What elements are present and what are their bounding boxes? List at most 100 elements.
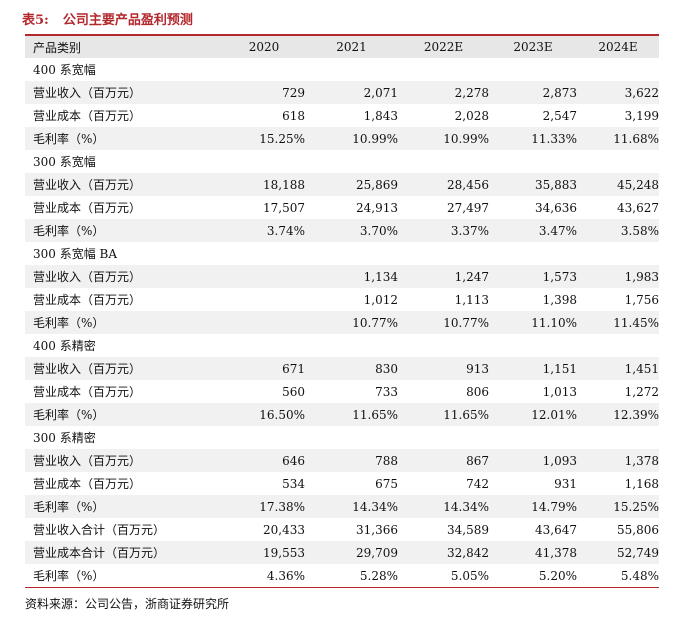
value-cell: 43,627 (617, 200, 659, 215)
value-cell: 560 (282, 384, 305, 399)
row-label-cell: 营业成本（百万元） (33, 477, 142, 491)
value-cell: 1,012 (363, 292, 398, 307)
forecast-table: 产品类别 2020 2021 2022E 2023E 2024E 400 系宽幅… (25, 34, 659, 588)
table-row: 400 系精密 (25, 334, 659, 357)
table-row: 营业收入（百万元） 646 788 867 1,093 1,378 (25, 449, 659, 472)
table-row: 营业成本（百万元） 618 1,843 2,028 2,547 3,199 (25, 104, 659, 127)
row-label-cell: 营业成本合计（百万元） (33, 546, 166, 560)
row-label-cell: 毛利率（%） (33, 500, 105, 514)
value-cell: 29,709 (356, 545, 398, 560)
value-cell: 671 (282, 361, 305, 376)
value-cell: 34,589 (447, 522, 489, 537)
header-cell: 产品类别 (33, 40, 82, 55)
row-label-cell: 营业成本（百万元） (33, 385, 142, 399)
value-cell: 1,983 (624, 269, 659, 284)
value-cell: 10.77% (352, 315, 398, 330)
value-cell: 11.68% (613, 131, 659, 146)
table-body: 400 系宽幅 营业收入（百万元） 729 2,071 2,278 2,873 3,622 营… (25, 58, 659, 587)
value-cell: 5.20% (538, 568, 577, 583)
table-caption: 公司主要产品盈利预测 (62, 13, 193, 28)
header-cell: 2024E (598, 40, 638, 54)
row-label-cell: 毛利率（%） (33, 316, 105, 330)
row-label-cell: 毛利率（%） (33, 132, 105, 146)
value-cell: 16.50% (259, 407, 305, 422)
table-row: 营业成本（百万元） 17,507 24,913 27,497 34,636 43,627 (25, 196, 659, 219)
value-cell: 17,507 (263, 200, 305, 215)
value-cell: 2,028 (454, 108, 489, 123)
value-cell: 55,806 (617, 522, 659, 537)
row-label-cell: 营业收入（百万元） (33, 270, 142, 284)
table-row: 营业成本（百万元） 560 733 806 1,013 1,272 (25, 380, 659, 403)
table-row: 300 系宽幅 (25, 150, 659, 173)
value-cell: 15.25% (259, 131, 305, 146)
value-cell: 2,071 (363, 85, 398, 100)
value-cell: 646 (282, 453, 305, 468)
value-cell: 19,553 (263, 545, 305, 560)
header-cell: 2020 (248, 40, 280, 54)
value-cell: 733 (375, 384, 398, 399)
table-row: 300 系宽幅 BA (25, 242, 659, 265)
value-cell: 14.34% (352, 499, 398, 514)
row-label-cell: 营业成本（百万元） (33, 109, 142, 123)
value-cell: 1,272 (624, 384, 659, 399)
table-row: 营业成本合计（百万元） 19,553 29,709 32,842 41,378 52,74… (25, 541, 659, 564)
table-row: 营业成本（百万元） 534 675 742 931 1,168 (25, 472, 659, 495)
row-label-cell: 300 系宽幅 BA (33, 247, 118, 261)
header-cell: 2021 (336, 40, 367, 54)
table-row: 400 系宽幅 (25, 58, 659, 81)
row-label-cell: 营业成本（百万元） (33, 293, 142, 307)
value-cell: 5.48% (620, 568, 659, 583)
value-cell: 1,151 (542, 361, 577, 376)
value-cell: 20,433 (263, 522, 305, 537)
value-cell: 11.10% (531, 315, 577, 330)
value-cell: 1,843 (363, 108, 398, 123)
value-cell: 10.77% (443, 315, 489, 330)
value-cell: 11.65% (352, 407, 398, 422)
table-row: 营业收入合计（百万元） 20,433 31,366 34,589 43,647 55,80… (25, 518, 659, 541)
row-label-cell: 营业收入（百万元） (33, 178, 142, 192)
value-cell: 729 (282, 85, 305, 100)
value-cell: 1,378 (624, 453, 659, 468)
table-header-row: 产品类别 2020 2021 2022E 2023E 2024E (25, 36, 659, 58)
value-cell: 10.99% (352, 131, 398, 146)
row-label-cell: 营业收入合计（百万元） (33, 523, 166, 537)
value-cell: 1,398 (542, 292, 577, 307)
table-top-rule (25, 34, 659, 36)
value-cell: 806 (466, 384, 489, 399)
value-cell: 913 (466, 361, 489, 376)
row-label-cell: 300 系精密 (33, 431, 96, 445)
value-cell: 25,869 (356, 177, 398, 192)
row-label-cell: 营业收入（百万元） (33, 86, 142, 100)
value-cell: 17.38% (259, 499, 305, 514)
value-cell: 3.37% (450, 223, 489, 238)
value-cell: 14.34% (443, 499, 489, 514)
table-row: 营业收入（百万元） 729 2,071 2,278 2,873 3,622 (25, 81, 659, 104)
table-row: 毛利率（%） 16.50% 11.65% 11.65% 12.01% 12.39% (25, 403, 659, 426)
value-cell: 3.74% (266, 223, 305, 238)
row-label-cell: 营业收入（百万元） (33, 454, 142, 468)
value-cell: 27,497 (447, 200, 489, 215)
value-cell: 742 (466, 476, 489, 491)
table-row: 300 系精密 (25, 426, 659, 449)
row-label-cell: 营业成本（百万元） (33, 201, 142, 215)
table-bottom-rule (25, 587, 659, 588)
table-number: 表5: (22, 13, 49, 28)
value-cell: 11.65% (443, 407, 489, 422)
value-cell: 3.70% (359, 223, 398, 238)
row-label-cell: 营业收入（百万元） (33, 362, 142, 376)
row-label-cell: 400 系宽幅 (33, 63, 96, 77)
header-cell: 2022E (423, 40, 464, 54)
value-cell: 14.79% (531, 499, 577, 514)
value-cell: 52,749 (617, 545, 659, 560)
row-label-cell: 毛利率（%） (33, 569, 105, 583)
value-cell: 34,636 (535, 200, 577, 215)
table-title: 表5: 公司主要产品盈利预测 (22, 9, 193, 28)
value-cell: 12.39% (613, 407, 659, 422)
table-row: 毛利率（%） 4.36% 5.28% 5.05% 5.20% 5.48% (25, 564, 659, 587)
row-label-cell: 毛利率（%） (33, 408, 105, 422)
value-cell: 2,873 (542, 85, 577, 100)
table-row: 营业成本（百万元） 1,012 1,113 1,398 1,756 (25, 288, 659, 311)
value-cell: 5.05% (450, 568, 489, 583)
value-cell: 5.28% (359, 568, 398, 583)
value-cell: 18,188 (263, 177, 305, 192)
